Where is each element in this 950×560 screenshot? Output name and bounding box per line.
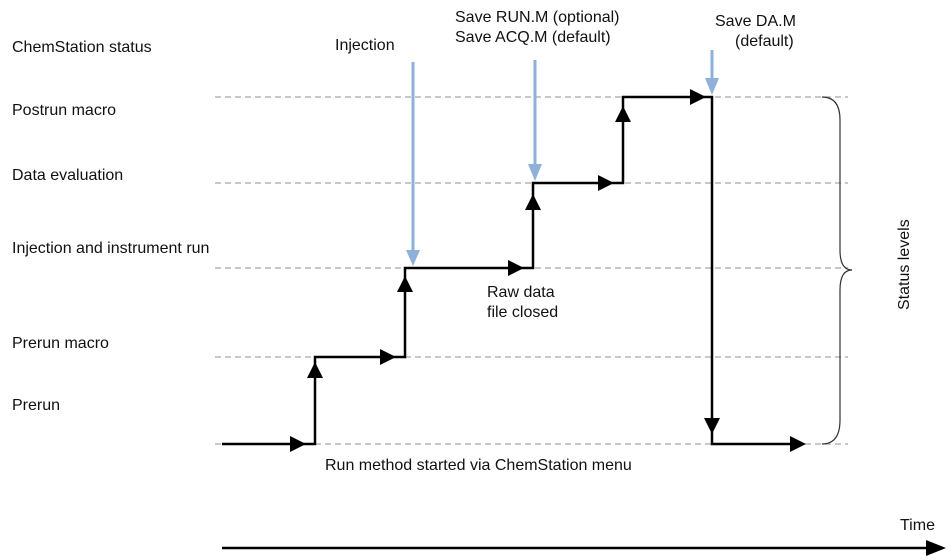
event-label: Save DA.M <box>715 13 796 30</box>
arrowhead <box>704 418 720 434</box>
arrowhead <box>380 349 396 365</box>
event-label: Save RUN.M (optional) <box>455 9 620 26</box>
arrowhead <box>508 260 524 276</box>
event-arrowhead <box>406 250 420 266</box>
arrowhead <box>290 436 306 452</box>
arrowhead <box>690 89 706 105</box>
arrowhead <box>598 175 614 191</box>
arrowhead <box>397 276 413 292</box>
event-label: (default) <box>735 33 794 50</box>
event-label: Save ACQ.M (default) <box>455 29 611 46</box>
time-arrowhead <box>926 540 946 556</box>
event-arrowhead <box>705 78 719 95</box>
event-arrowhead <box>528 164 542 181</box>
time-label: Time <box>900 517 935 534</box>
status-header: ChemStation status <box>12 39 152 56</box>
level-label: Postrun macro <box>12 102 116 119</box>
arrowhead <box>790 436 806 452</box>
arrowhead <box>307 362 323 378</box>
level-label: Data evaluation <box>12 167 123 184</box>
arrowhead <box>525 194 541 210</box>
level-label: Prerun macro <box>12 335 109 352</box>
note: Run method started via ChemStation menu <box>325 457 632 474</box>
arrowhead <box>615 106 631 122</box>
status-levels-label: Status levels <box>896 219 913 310</box>
event-label: Injection <box>335 37 395 54</box>
level-label: Prerun <box>12 397 60 414</box>
note: Raw data <box>487 284 555 301</box>
brace <box>821 96 853 445</box>
dashed-levels <box>215 96 848 445</box>
level-label: Injection and instrument run <box>12 240 209 257</box>
note: file closed <box>487 304 558 321</box>
